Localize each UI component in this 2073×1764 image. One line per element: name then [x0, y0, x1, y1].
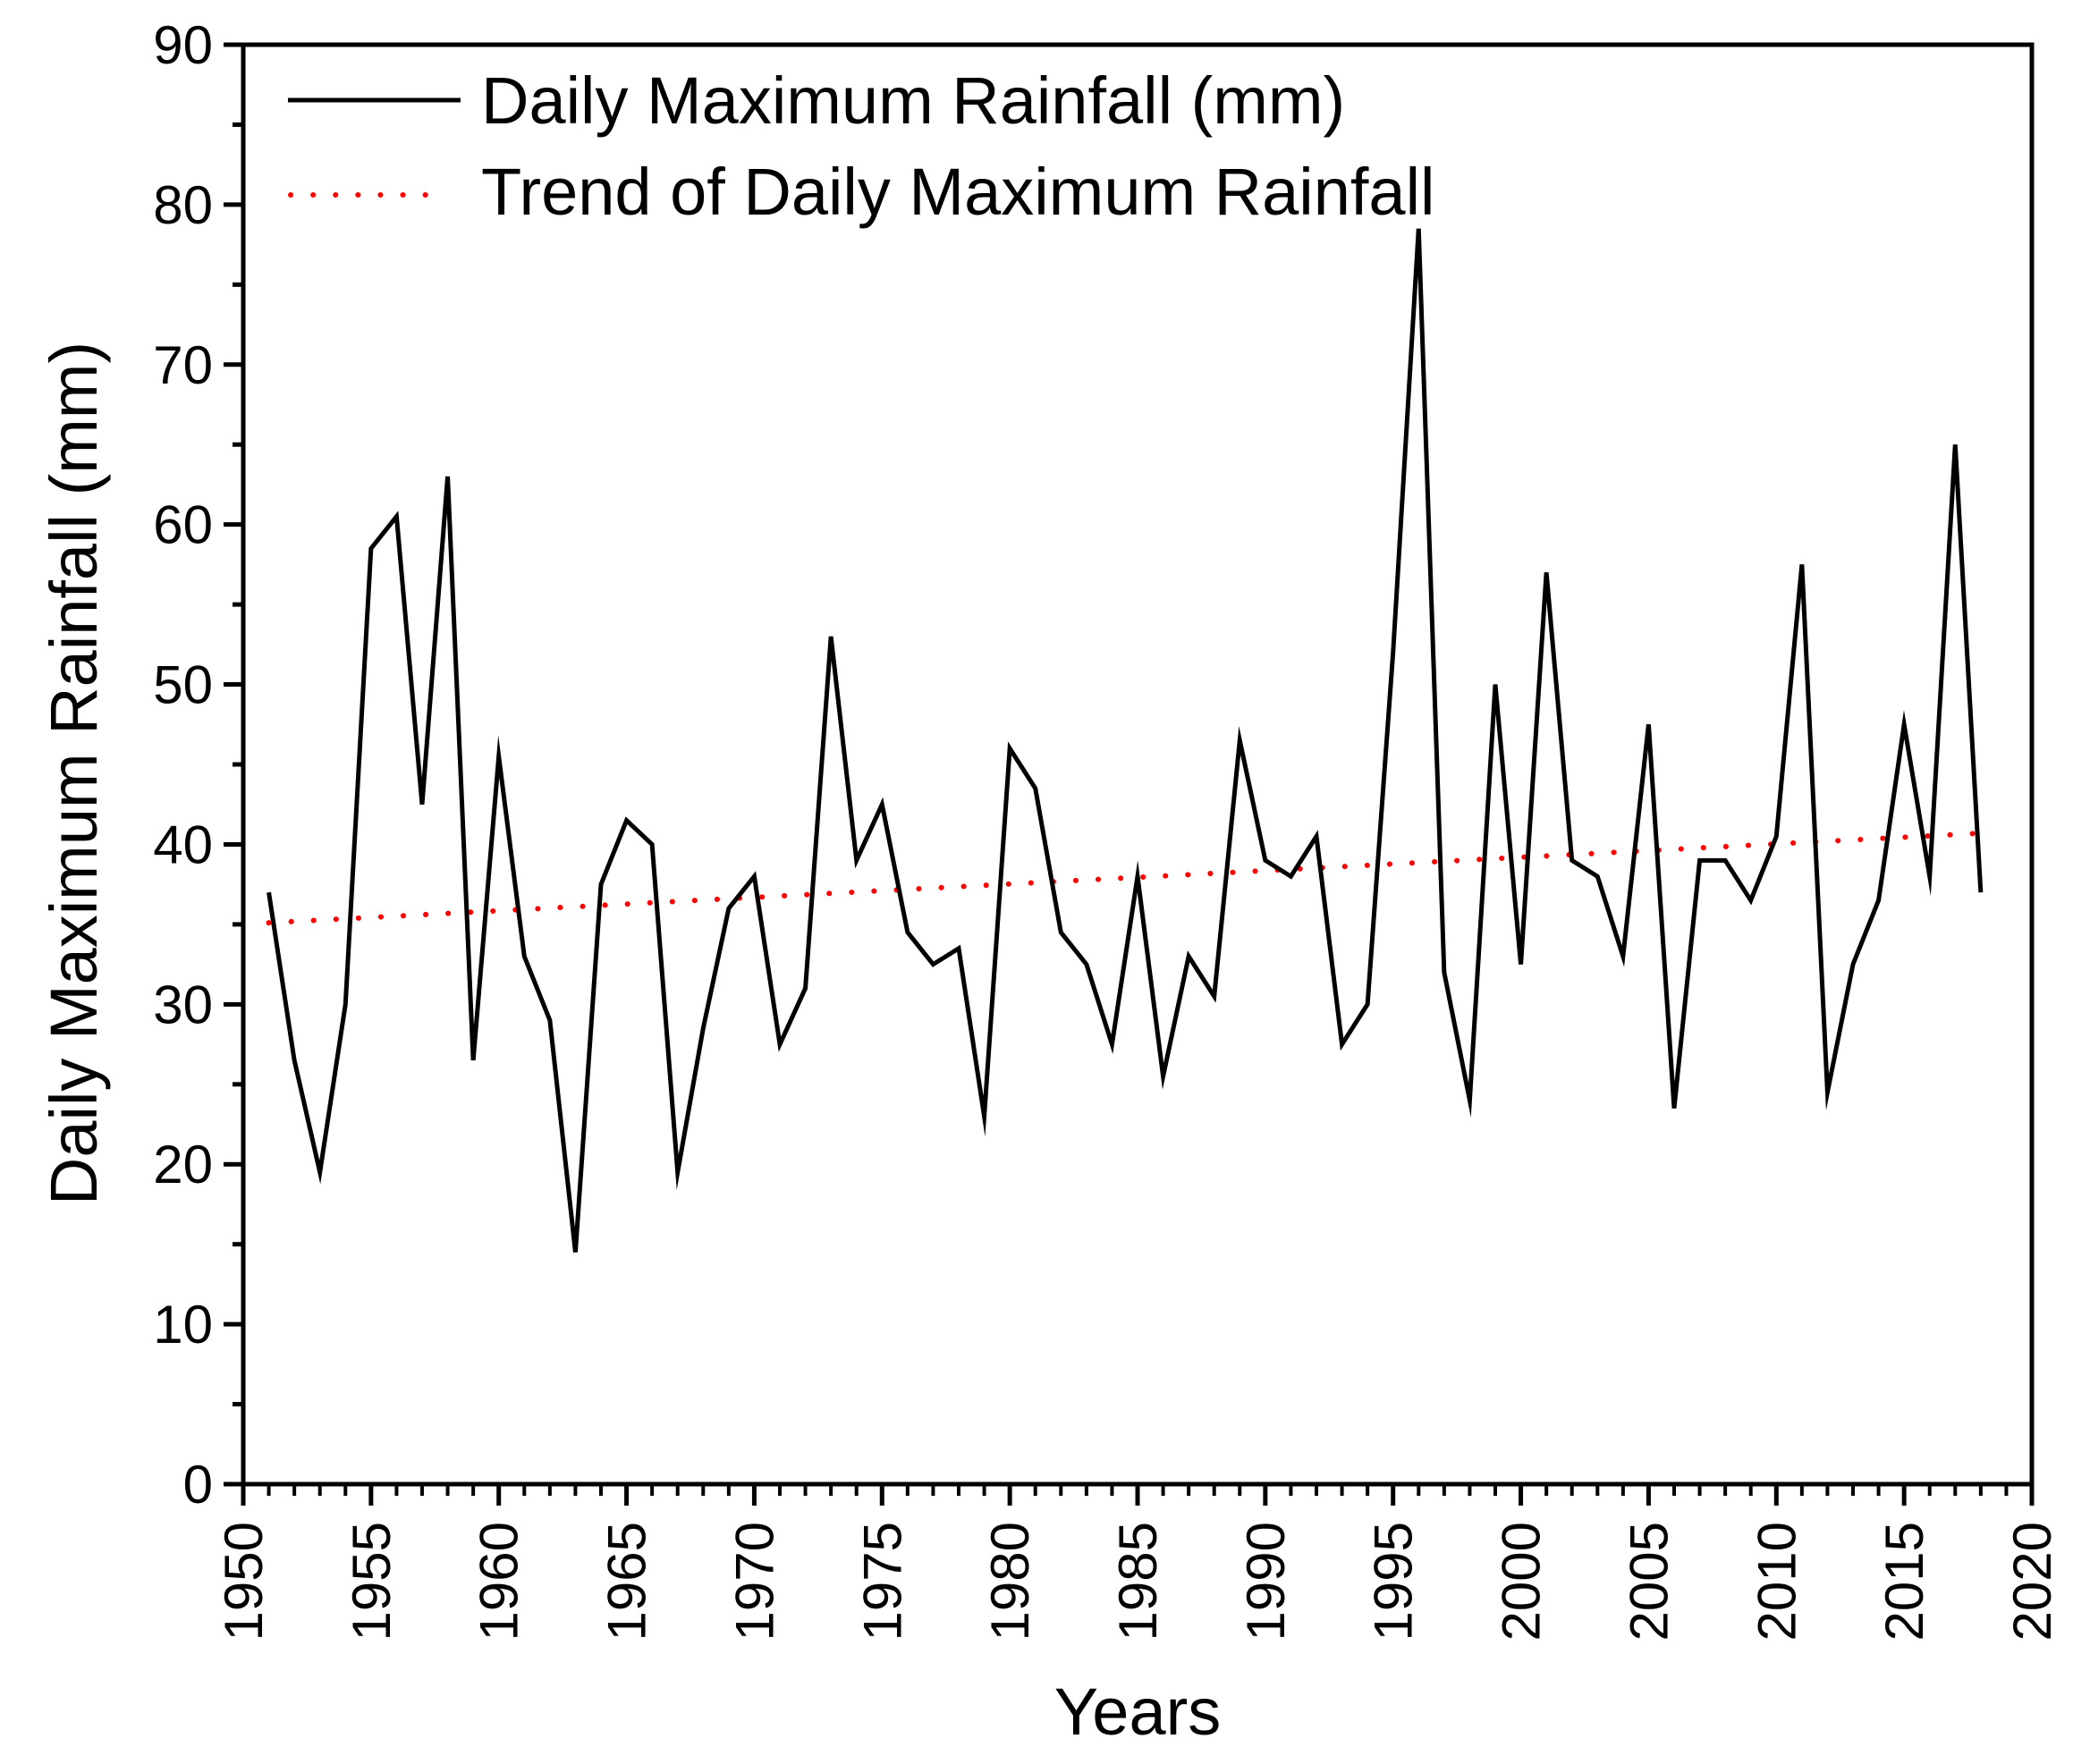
y-tick-label: 40 — [153, 814, 213, 874]
series-line-rainfall — [267, 228, 1984, 1253]
tick-labels-layer: 0 10 20 30 40 50 60 70 80 90 1950 1955 1960 1965 1970 1… — [153, 15, 2062, 1641]
y-tick-label: 80 — [153, 175, 213, 235]
x-tick-label: 1985 — [1108, 1522, 1168, 1641]
x-tick-label: 1965 — [597, 1522, 657, 1641]
x-tick-label: 2000 — [1492, 1522, 1552, 1641]
y-tick-label: 90 — [153, 15, 213, 75]
x-tick-label: 1990 — [1236, 1522, 1296, 1641]
y-tick-label: 20 — [153, 1135, 213, 1194]
legend: Daily Maximum Rainfall (mm) Trend of Dai… — [288, 63, 1434, 229]
x-tick-label: 1995 — [1364, 1522, 1424, 1641]
x-axis-title: Years — [1054, 1675, 1222, 1749]
x-tick-label: 1950 — [214, 1522, 274, 1641]
x-tick-label: 2005 — [1619, 1522, 1679, 1641]
y-tick-label: 10 — [153, 1295, 213, 1355]
legend-label-trend: Trend of Daily Maximum Rainfall — [481, 155, 1434, 229]
x-tick-label: 1955 — [342, 1522, 402, 1641]
y-tick-label: 70 — [153, 335, 213, 395]
x-tick-label: 2010 — [1747, 1522, 1806, 1641]
x-tick-label: 2015 — [1874, 1522, 1934, 1641]
y-tick-label: 30 — [153, 975, 213, 1034]
y-axis-title: Daily Maximum Rainfall (mm) — [37, 342, 111, 1205]
x-tick-label: 1975 — [852, 1522, 912, 1641]
y-tick-label: 0 — [183, 1455, 213, 1515]
x-tick-label: 2020 — [2002, 1522, 2062, 1641]
legend-label-rainfall: Daily Maximum Rainfall (mm) — [481, 63, 1345, 138]
rainfall-series-layer — [267, 228, 1984, 1253]
ticks-layer — [224, 42, 2035, 1506]
y-tick-label: 60 — [153, 495, 213, 555]
y-tick-label: 50 — [153, 655, 213, 715]
x-tick-label: 1960 — [470, 1522, 529, 1641]
x-tick-label: 1980 — [980, 1522, 1040, 1641]
x-tick-label: 1970 — [724, 1522, 784, 1641]
